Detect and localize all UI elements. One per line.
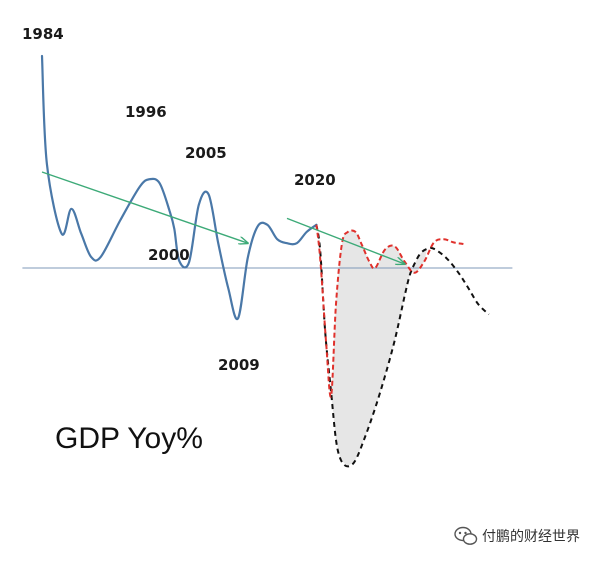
watermark-text: 付鹏的财经世界	[482, 529, 580, 545]
annotation-1984: 1984	[22, 25, 64, 43]
trend-arrow-2	[286, 217, 405, 264]
annotation-2000: 2000	[148, 246, 190, 264]
gdp-actual-line	[40, 54, 318, 321]
watermark: 付鹏的财经世界	[454, 526, 580, 545]
annotation-2020: 2020	[294, 171, 336, 189]
scenario-v-shape-line	[315, 224, 464, 398]
annotation-2009: 2009	[218, 356, 260, 374]
chart-title: GDP Yoy%	[55, 422, 203, 455]
annotation-2005: 2005	[185, 144, 227, 162]
annotation-1996: 1996	[125, 103, 167, 121]
trend-arrow-1	[41, 171, 248, 243]
scenario-deep-dip-line	[315, 224, 490, 468]
wechat-icon	[454, 526, 478, 545]
scenario-gap-area	[316, 224, 428, 467]
